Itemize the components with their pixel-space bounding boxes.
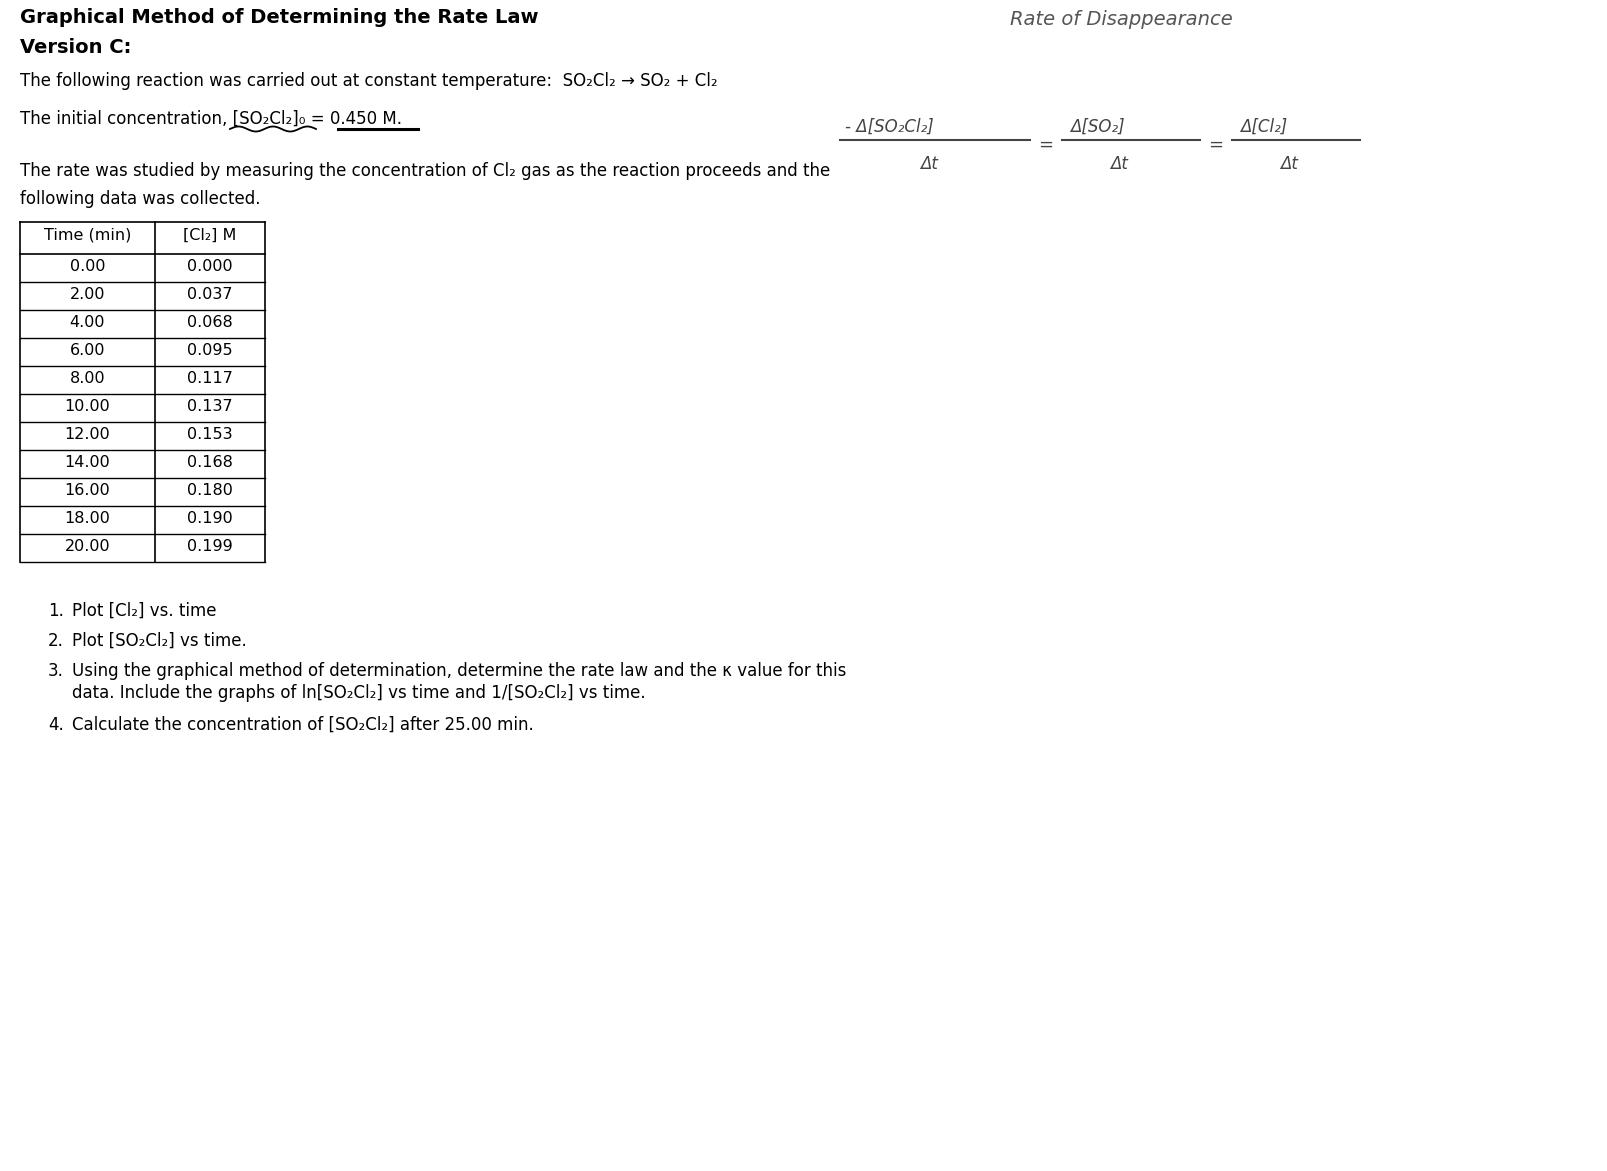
Text: Calculate the concentration of [SO₂Cl₂] after 25.00 min.: Calculate the concentration of [SO₂Cl₂] … <box>72 715 534 734</box>
Text: =: = <box>1038 136 1053 155</box>
Text: 0.00: 0.00 <box>69 259 104 274</box>
Text: 0.095: 0.095 <box>186 343 233 358</box>
Text: Using the graphical method of determination, determine the rate law and the κ va: Using the graphical method of determinat… <box>72 662 847 680</box>
Text: Plot [SO₂Cl₂] vs time.: Plot [SO₂Cl₂] vs time. <box>72 632 247 650</box>
Text: 0.168: 0.168 <box>186 456 233 470</box>
Text: The following reaction was carried out at constant temperature:  SO₂Cl₂ → SO₂ + : The following reaction was carried out a… <box>19 71 718 90</box>
Text: 0.180: 0.180 <box>186 482 233 498</box>
Text: 0.153: 0.153 <box>186 427 233 441</box>
Text: =: = <box>1208 136 1223 155</box>
Text: Plot [Cl₂] vs. time: Plot [Cl₂] vs. time <box>72 602 217 619</box>
Text: 3.: 3. <box>48 662 64 680</box>
Text: 6.00: 6.00 <box>69 343 104 358</box>
Text: 14.00: 14.00 <box>64 456 111 470</box>
Text: Δt: Δt <box>1110 155 1128 173</box>
Text: 18.00: 18.00 <box>64 511 111 526</box>
Text: Δ[SO₂]: Δ[SO₂] <box>1070 118 1125 136</box>
Text: Graphical Method of Determining the Rate Law: Graphical Method of Determining the Rate… <box>19 8 538 27</box>
Text: 0.117: 0.117 <box>186 371 233 386</box>
Text: 4.: 4. <box>48 715 64 734</box>
Text: The rate was studied by measuring the concentration of Cl₂ gas as the reaction p: The rate was studied by measuring the co… <box>19 162 831 180</box>
Text: 2.: 2. <box>48 632 64 650</box>
Text: Version C:: Version C: <box>19 37 132 57</box>
Text: Time (min): Time (min) <box>43 228 132 244</box>
Text: [Cl₂] M: [Cl₂] M <box>183 228 236 244</box>
Text: 4.00: 4.00 <box>69 315 104 330</box>
Text: data. Include the graphs of ln[SO₂Cl₂] vs time and 1/[SO₂Cl₂] vs time.: data. Include the graphs of ln[SO₂Cl₂] v… <box>72 684 646 701</box>
Text: 0.068: 0.068 <box>186 315 233 330</box>
Text: 8.00: 8.00 <box>69 371 106 386</box>
Text: 12.00: 12.00 <box>64 427 111 441</box>
Text: 2.00: 2.00 <box>69 287 104 302</box>
Text: 0.190: 0.190 <box>186 511 233 526</box>
Text: 16.00: 16.00 <box>64 482 111 498</box>
Text: 0.000: 0.000 <box>186 259 233 274</box>
Text: 0.199: 0.199 <box>186 539 233 554</box>
Text: 0.037: 0.037 <box>188 287 233 302</box>
Text: 10.00: 10.00 <box>64 399 111 415</box>
Text: following data was collected.: following data was collected. <box>19 190 260 208</box>
Text: - Δ[SO₂Cl₂]: - Δ[SO₂Cl₂] <box>845 118 934 136</box>
Text: 20.00: 20.00 <box>64 539 111 554</box>
Text: Δt: Δt <box>919 155 938 173</box>
Text: Δ[Cl₂]: Δ[Cl₂] <box>1241 118 1287 136</box>
Text: 1.: 1. <box>48 602 64 619</box>
Text: The initial concentration, [SO₂Cl₂]₀ = 0.450 M.: The initial concentration, [SO₂Cl₂]₀ = 0… <box>19 110 402 128</box>
Text: Rate of Disappearance: Rate of Disappearance <box>1011 11 1233 29</box>
Text: 0.137: 0.137 <box>186 399 233 415</box>
Text: Δt: Δt <box>1281 155 1298 173</box>
